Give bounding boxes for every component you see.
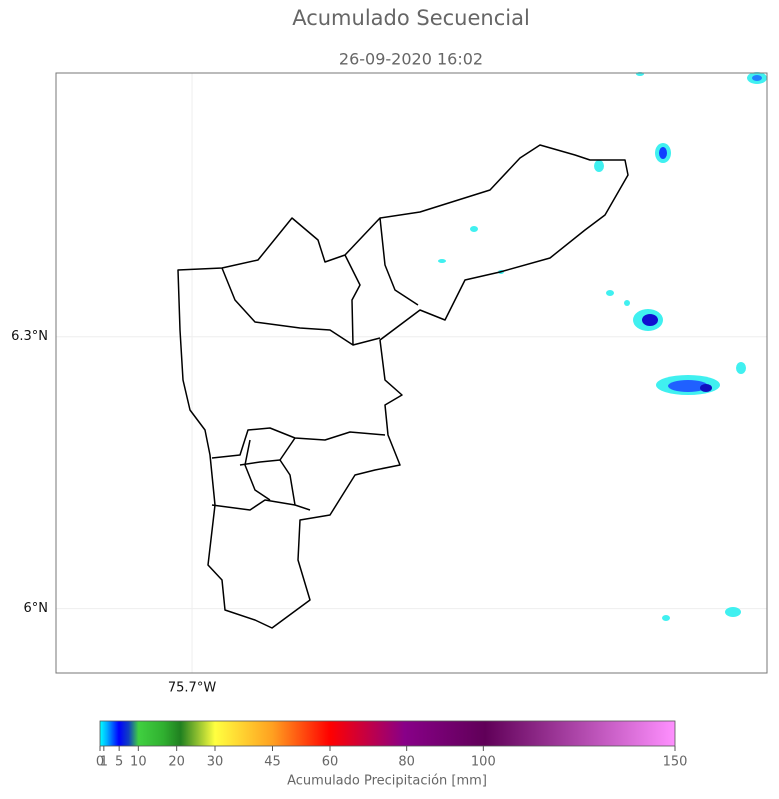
colorbar-tick-label: 5 <box>115 755 123 770</box>
subtitle: 26-09-2020 16:02 <box>339 50 483 69</box>
precipitation <box>438 72 767 621</box>
map-frame <box>55 72 768 674</box>
colorbar-tick-label: 0 <box>96 755 104 770</box>
colorbar-tick-label: 80 <box>398 755 415 770</box>
lat-label: 6°N <box>24 601 49 616</box>
lat-label: 6.3°N <box>11 329 48 344</box>
colorbar-tick-label: 45 <box>264 755 281 770</box>
colorbar-tick-label: 60 <box>322 755 339 770</box>
colorbar-tick-label: 1 <box>100 755 108 770</box>
title: Acumulado Secuencial <box>292 6 530 30</box>
colorbar-tick-label: 20 <box>168 755 185 770</box>
colorbar <box>99 720 676 747</box>
colorbar-tick-label: 30 <box>207 755 224 770</box>
boundaries <box>177 144 629 629</box>
colorbar-tick-label: 100 <box>471 755 496 770</box>
colorbar-tick-label: 150 <box>663 755 688 770</box>
colorbar-tick-label: 10 <box>130 755 147 770</box>
graticule <box>56 73 767 673</box>
lon-label: 75.7°W <box>168 681 216 696</box>
colorbar-label: Acumulado Precipitación [mm] <box>287 774 487 789</box>
